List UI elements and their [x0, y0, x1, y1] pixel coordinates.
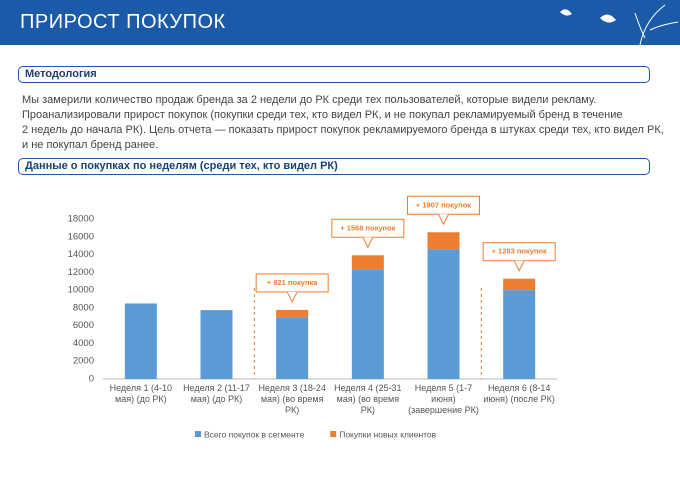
- x-tick-label: Неделя 2 (11-17 мая) (до РК): [183, 383, 250, 404]
- chart: 0 2000 4000 6000 8000 10000 12000 14000 16000 180…: [68, 195, 557, 439]
- legend-label: Покупки новых клиентов: [339, 429, 436, 439]
- x-tick-label: Неделя 4 (25-31 мая) (во время РК): [334, 383, 402, 415]
- y-tick-label: 12000: [68, 267, 94, 278]
- bar-segment: [503, 278, 536, 291]
- callout-pointer: [438, 214, 449, 226]
- x-tick-label-box: Неделя 2 (11-17 мая) (до РК): [183, 383, 250, 404]
- bar-segment: [124, 303, 157, 379]
- callout-box: [255, 273, 329, 293]
- bar-segment: [427, 232, 460, 250]
- x-tick-label: Неделя 1 (4-10 мая) (до РК): [109, 383, 173, 404]
- y-tick-label: 14000: [68, 249, 94, 260]
- bar-segment: [200, 310, 233, 379]
- bar-segment: [276, 317, 309, 379]
- y-tick-label: 8000: [73, 302, 94, 313]
- y-tick-label: 18000: [68, 214, 94, 225]
- y-tick-label: 6000: [73, 320, 94, 331]
- header: ПРИРОСТ ПОКУПОК: [0, 0, 680, 45]
- callout-pointer: [513, 260, 525, 272]
- text-line: Проанализировали прирост покупок (покупк…: [22, 109, 623, 121]
- y-tick-label: 0: [89, 374, 94, 385]
- x-tick-label-box: Неделя 5 (1-7 июня) (завершение РК): [408, 383, 479, 415]
- bar-segment: [276, 309, 309, 318]
- callout-box: [331, 218, 405, 238]
- x-tick-label: Неделя 3 (18-24 мая) (во время РК): [258, 383, 326, 415]
- legend-swatch: [330, 431, 337, 437]
- bar-segment: [351, 255, 384, 270]
- legend-label: Всего покупок в сегменте: [204, 429, 304, 439]
- value-label: + 1283 покупок: [492, 247, 547, 256]
- section-title: Методология: [18, 66, 650, 83]
- x-tick-label-box: Неделя 6 (8-14 июня) (после РК): [483, 383, 555, 404]
- bar-segment: [427, 249, 460, 379]
- x-tick-label-box: Неделя 4 (25-31 мая) (во время РК): [334, 383, 402, 415]
- callout-pointer: [286, 291, 298, 304]
- y-tick-label: 16000: [68, 231, 94, 242]
- bar-segment: [351, 269, 384, 379]
- value-label: + 1907 покупок: [416, 200, 471, 209]
- x-tick-label-box: Неделя 1 (4-10 мая) (до РК): [109, 383, 173, 404]
- value-label: + 821 покупка: [267, 278, 318, 287]
- y-tick-label: 2000: [73, 356, 94, 367]
- bar-segment: [503, 290, 536, 379]
- x-tick-label: Неделя 5 (1-7 июня) (завершение РК): [408, 383, 479, 415]
- text-line: 2 недель до начала РК). Цель отчета — по…: [22, 124, 664, 136]
- header-title: ПРИРОСТ ПОКУПОК: [20, 11, 226, 33]
- x-tick-label-box: Неделя 3 (18-24 мая) (во время РК): [258, 383, 326, 415]
- text-line: Мы замерили количество продаж бренда за …: [22, 94, 597, 106]
- legend-swatch: [195, 431, 201, 437]
- paragraph: Мы замерили количество продаж бренда за …: [22, 93, 664, 153]
- y-tick-label: 10000: [68, 285, 94, 296]
- header-decoration: [560, 4, 679, 45]
- text-line: и не покупал бренд ранее.: [22, 139, 159, 151]
- callout-pointer: [362, 237, 374, 249]
- value-label: + 1568 покупок: [340, 223, 395, 232]
- y-tick-label: 4000: [73, 338, 94, 349]
- x-tick-label: Неделя 6 (8-14 июня) (после РК): [483, 383, 555, 404]
- section-title: Данные о покупках по неделям (среди тех,…: [18, 158, 650, 175]
